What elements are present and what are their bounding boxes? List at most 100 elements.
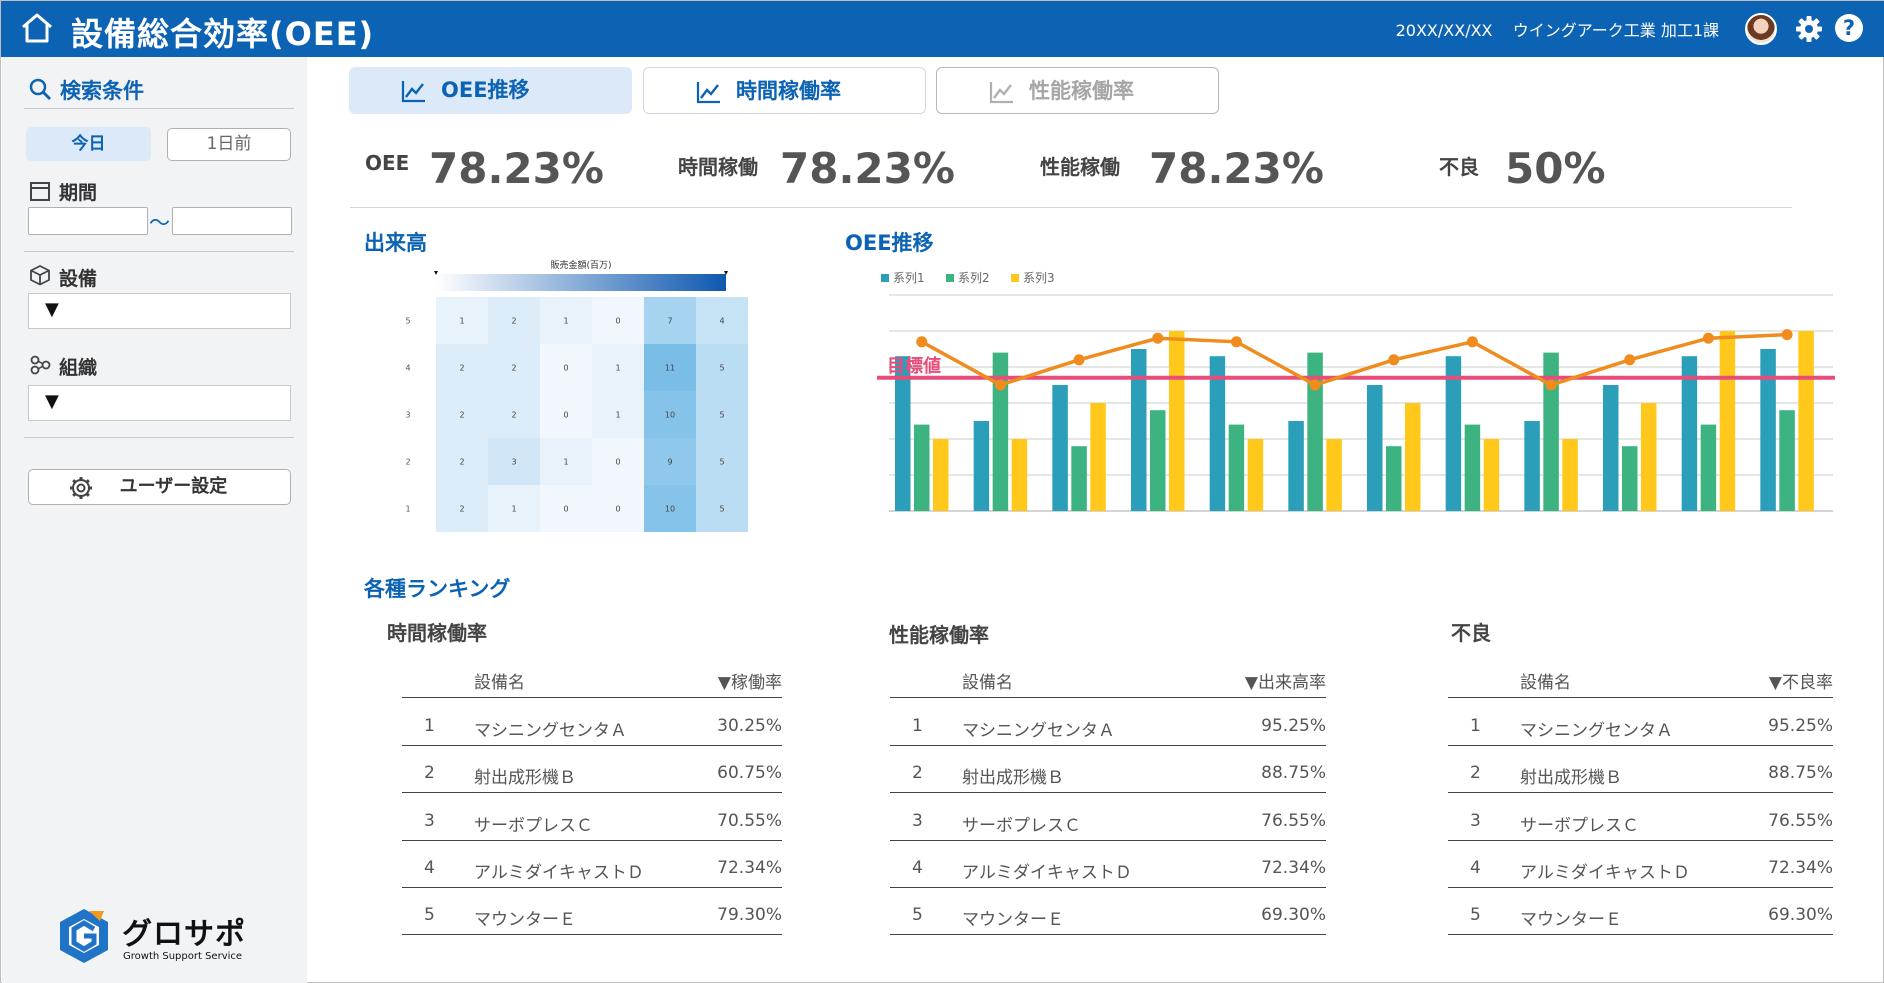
bar-1 — [1603, 385, 1619, 511]
bar-3 — [1011, 439, 1028, 511]
rank-value: 88.75% — [1261, 763, 1326, 784]
legend-label: 系列1 — [893, 271, 925, 285]
table-row[interactable]: 5 マウンターＥ 69.30% — [890, 905, 1326, 936]
rank-value: 76.55% — [1261, 810, 1326, 831]
bar-2 — [1779, 410, 1795, 511]
table-row[interactable]: 2 射出成形機Ｂ 88.75% — [1448, 763, 1833, 794]
heatmap-cell — [592, 297, 644, 344]
equipment-name: サーボプレスＣ — [962, 815, 1081, 836]
column-header-value-sort[interactable]: ▼不良率 — [1768, 673, 1833, 693]
equipment-select[interactable]: ▼ — [28, 293, 291, 329]
equipment-name: マウンターＥ — [474, 910, 576, 931]
table-row[interactable]: 3 サーボプレスＣ 70.55% — [402, 811, 782, 841]
column-header-name: 設備名 — [1520, 673, 1571, 693]
bar-3 — [933, 439, 949, 511]
rank-number: 1 — [912, 716, 923, 736]
bar-1 — [1367, 385, 1383, 511]
table-row[interactable]: 3 サーボプレスＣ 76.55% — [1448, 811, 1833, 841]
bar-3 — [1247, 439, 1264, 511]
scale-min-marker — [434, 271, 438, 275]
scale-max-marker — [724, 271, 728, 275]
column-header-name: 設備名 — [474, 673, 525, 693]
user-avatar[interactable] — [1745, 13, 1777, 45]
bar-2 — [914, 424, 930, 511]
bar-3 — [1405, 403, 1421, 511]
equipment-name: マシニングセンタＡ — [474, 721, 627, 741]
logo-tagline: Growth Support Service — [123, 951, 243, 962]
bar-1 — [1760, 349, 1776, 511]
heatmap-cell-value: 0 — [563, 364, 568, 373]
user-settings-button[interactable]: ユーザー設定 — [28, 469, 291, 505]
tab-oee-trend[interactable]: OEE推移 — [349, 67, 632, 114]
header-date: 20XX/XX/XX — [1395, 21, 1493, 40]
rank-value: 30.25% — [717, 716, 782, 736]
table-row[interactable]: 3 サーボプレスＣ 76.55% — [890, 811, 1326, 841]
organization-select[interactable]: ▼ — [28, 385, 291, 421]
bar-1 — [973, 421, 990, 511]
today-button[interactable]: 今日 — [26, 127, 151, 161]
heatmap-row-label: 4 — [405, 364, 410, 373]
trend-point — [1781, 329, 1793, 341]
period-to-input[interactable] — [172, 207, 292, 235]
help-icon[interactable]: ? — [1835, 14, 1863, 42]
heatmap-cell-value: 11 — [665, 364, 675, 373]
rank-number: 2 — [912, 763, 923, 784]
kpi-time-label: 時間稼働 — [678, 155, 758, 179]
trend-point — [1388, 354, 1400, 366]
bar-3 — [1562, 439, 1578, 511]
rank-value: 72.34% — [1768, 857, 1833, 878]
legend-swatch — [1011, 274, 1019, 282]
bar-2 — [1150, 410, 1166, 511]
heatmap-cell — [644, 344, 696, 391]
period-from-input[interactable] — [28, 207, 148, 235]
table-row[interactable]: 2 射出成形機Ｂ 60.75% — [402, 763, 782, 794]
heatmap-cell — [696, 344, 748, 391]
table-row[interactable]: 4 アルミダイキャストＤ 72.34% — [402, 858, 782, 888]
table-row[interactable]: 1 マシニングセンタＡ 30.25% — [402, 716, 782, 746]
table-row[interactable]: 1 マシニングセンタＡ 95.25% — [890, 716, 1326, 746]
table-row[interactable]: 1 マシニングセンタＡ 95.25% — [1448, 716, 1833, 746]
table-row[interactable]: 5 マウンターＥ 69.30% — [1448, 905, 1833, 936]
search-conditions-title: 検索条件 — [60, 79, 144, 103]
heatmap-cell-value: 1 — [563, 317, 568, 326]
rank-number: 1 — [424, 716, 435, 736]
trend-point — [1466, 336, 1478, 348]
heatmap-cell — [488, 297, 540, 344]
production-heatmap: 販売金額(百万) 5 1 2 1 0 7 44 2 2 0 1 11 53 2 2 0 1 10 52 2 3 1 0 9 51… — [405, 259, 748, 532]
heatmap-cell — [644, 438, 696, 485]
home-icon[interactable] — [19, 11, 55, 45]
heatmap-cell — [696, 438, 748, 485]
column-header-value-sort[interactable]: ▼出来高率 — [1244, 673, 1326, 693]
tab-performance-rate[interactable]: 性能稼働率 — [936, 67, 1219, 114]
heatmap-cell-value: 2 — [511, 411, 516, 420]
settings-gear-icon[interactable] — [1795, 15, 1823, 43]
equipment-name: アルミダイキャストＤ — [474, 862, 644, 883]
organization-icon — [30, 355, 51, 375]
table-header: 設備名 ▼稼働率 — [402, 668, 782, 698]
trend-point — [1624, 354, 1636, 366]
column-header-value-sort[interactable]: ▼稼働率 — [717, 673, 782, 693]
table-row[interactable]: 4 アルミダイキャストＤ 72.34% — [890, 858, 1326, 888]
bar-1 — [1524, 421, 1540, 511]
bar-3 — [1169, 331, 1185, 511]
previous-day-button[interactable]: 1日前 — [167, 128, 291, 161]
legend-label: 系列3 — [1023, 271, 1055, 285]
rank-number: 1 — [1470, 716, 1481, 736]
bar-2 — [1622, 446, 1638, 511]
page-title: 設備総合効率(OEE) — [71, 15, 375, 53]
table-row[interactable]: 4 アルミダイキャストＤ 72.34% — [1448, 858, 1833, 888]
heatmap-cell — [540, 485, 592, 532]
table-row[interactable]: 5 マウンターＥ 79.30% — [402, 905, 782, 936]
rank-value: 88.75% — [1768, 763, 1833, 784]
trend-point — [1230, 336, 1242, 348]
equipment-name: アルミダイキャストＤ — [962, 862, 1132, 883]
trend-point — [994, 379, 1006, 391]
table-row[interactable]: 2 射出成形機Ｂ 88.75% — [890, 763, 1326, 794]
heatmap-cell-value: 5 — [719, 458, 724, 467]
tab-time-availability[interactable]: 時間稼働率 — [643, 67, 926, 114]
table-header: 設備名 ▼不良率 — [1448, 668, 1833, 698]
bar-2 — [1307, 352, 1323, 511]
equipment-name: マシニングセンタＡ — [1520, 721, 1673, 741]
table-header: 設備名 ▼出来高率 — [890, 668, 1326, 698]
ranking-time-title: 時間稼働率 — [387, 621, 487, 645]
